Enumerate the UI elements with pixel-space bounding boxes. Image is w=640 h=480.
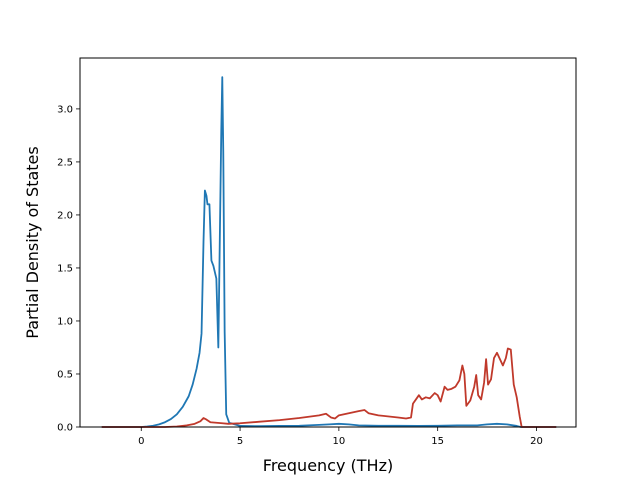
y-tick-label: 1.0 — [57, 316, 73, 327]
series-line-1 — [101, 76, 557, 428]
x-tick-label: 20 — [530, 436, 543, 447]
y-axis-ticks: 0.0 0.5 1.0 1.5 2.0 2.5 3.0 — [57, 104, 80, 434]
y-tick-label: 2.0 — [57, 210, 73, 221]
y-tick-label: 0.0 — [57, 423, 73, 434]
y-tick-label: 2.5 — [57, 157, 73, 168]
x-axis-ticks: 0 5 10 15 20 — [138, 427, 543, 447]
y-tick-label: 3.0 — [57, 104, 73, 115]
y-tick-label: 0.5 — [57, 369, 73, 380]
plot-frame — [79, 57, 577, 428]
series-layer — [101, 76, 557, 428]
y-tick-label: 1.5 — [57, 263, 73, 274]
x-tick-label: 0 — [138, 436, 144, 447]
series-line-2 — [101, 347, 557, 428]
x-tick-label: 5 — [237, 436, 243, 447]
x-tick-label: 10 — [333, 436, 346, 447]
x-tick-label: 15 — [431, 436, 444, 447]
y-axis-label: Partial Density of States — [23, 146, 42, 338]
x-axis-label: Frequency (THz) — [263, 456, 393, 475]
